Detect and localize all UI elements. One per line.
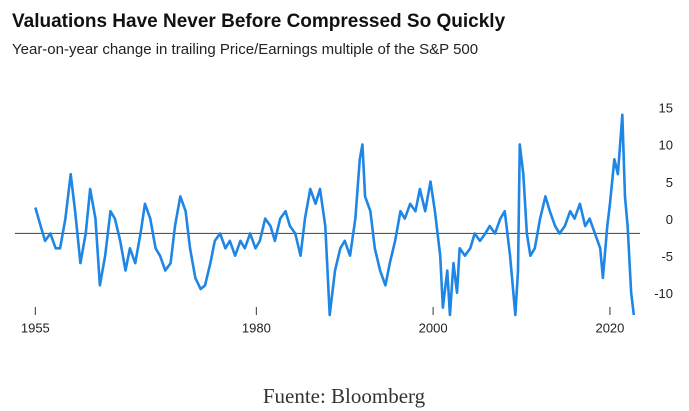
chart-title: Valuations Have Never Before Compressed … — [12, 11, 506, 32]
y-tick-label: 0 — [666, 212, 673, 227]
x-tick-label: 1980 — [242, 320, 271, 335]
y-tick-label: 10 — [659, 138, 673, 153]
x-tick-label: 2000 — [419, 320, 448, 335]
source: Fuente: Bloomberg — [263, 384, 426, 408]
data-line — [34, 113, 636, 317]
y-tick-label: -5 — [661, 249, 673, 264]
x-tick-label: 1955 — [21, 320, 50, 335]
x-tick-label: 2020 — [595, 320, 624, 335]
y-tick-label: -10 — [654, 286, 673, 301]
y-tick-label: 15 — [659, 101, 673, 116]
chart-subtitle: Year-on-year change in trailing Price/Ea… — [12, 41, 478, 58]
y-tick-label: 5 — [666, 175, 673, 190]
